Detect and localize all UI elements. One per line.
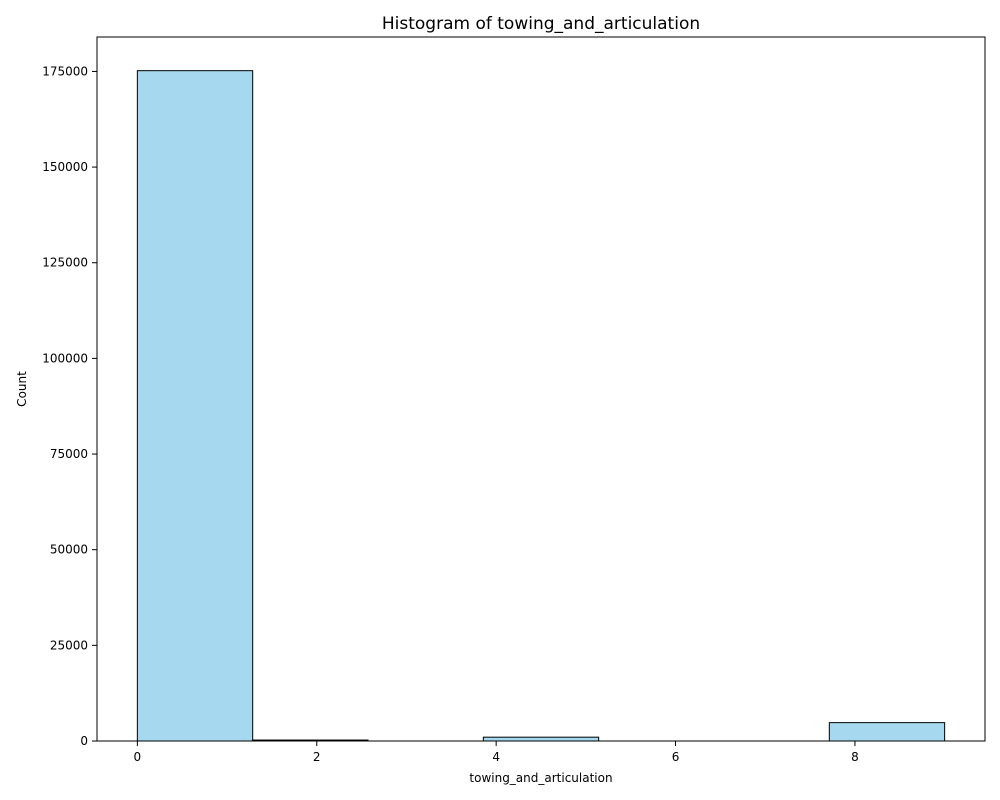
x-tick-label: 8 (851, 750, 859, 764)
x-tick-label: 6 (672, 750, 680, 764)
x-tick-label: 0 (134, 750, 142, 764)
x-axis-label: towing_and_articulation (469, 771, 612, 785)
histogram-bar (482, 736, 600, 742)
x-tick-label: 2 (313, 750, 321, 764)
y-tick-label: 175000 (42, 64, 88, 78)
y-axis-label: Count (15, 371, 29, 407)
plot-frame (96, 36, 986, 742)
y-tick-label: 25000 (50, 638, 88, 652)
y-tick-label: 50000 (50, 543, 88, 557)
histogram-bar (828, 722, 946, 742)
y-tick-label: 150000 (42, 160, 88, 174)
x-axis-ticks: 0 2 4 6 8 (134, 741, 859, 764)
histogram-bar (136, 70, 254, 742)
y-tick-label: 125000 (42, 256, 88, 270)
y-tick-label: 100000 (42, 351, 88, 365)
chart-title: Histogram of towing_and_articulation (382, 14, 700, 34)
y-tick-label: 0 (80, 734, 88, 748)
y-tick-label: 75000 (50, 447, 88, 461)
x-tick-label: 4 (492, 750, 500, 764)
y-axis-ticks: 0 25000 50000 75000 100000 125000 150000 175000 (42, 64, 97, 748)
bars-group (136, 70, 946, 742)
